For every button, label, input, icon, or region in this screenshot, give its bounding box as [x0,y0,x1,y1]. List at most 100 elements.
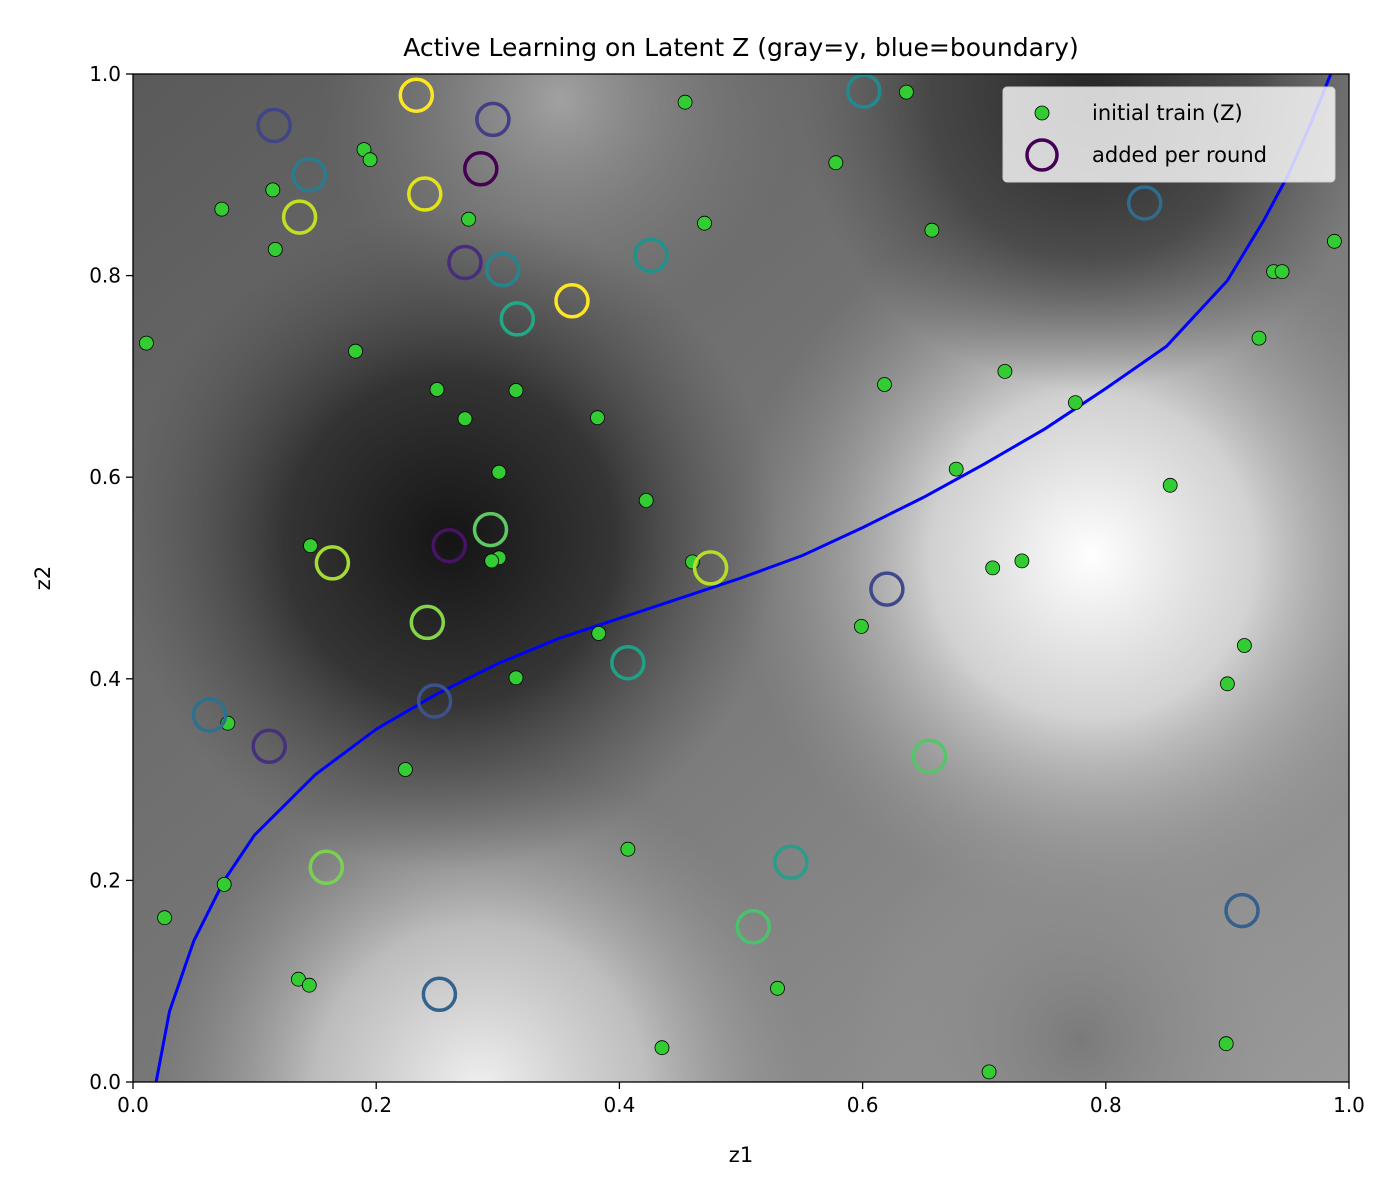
initial-train-point [1237,638,1252,653]
added-point [463,151,499,187]
added-point [610,644,646,681]
initial-train-point [265,182,281,198]
x-tick-label: 0.6 [847,1093,879,1117]
legend-initial-marker [1034,105,1050,121]
added-point [256,107,292,144]
added-point [398,77,435,113]
initial-train-point [770,980,785,996]
added-point [407,176,443,212]
y-axis-label: z2 [31,566,55,590]
x-tick-label: 0.0 [117,1093,149,1117]
legend-added-marker [1025,138,1059,172]
added-point [633,237,669,274]
y-tick-label: 0.4 [89,667,121,691]
added-point [773,844,809,881]
added-point [447,244,483,281]
chart-title: Active Learning on Latent Z (gray=y, blu… [403,33,1078,62]
initial-train-point [1251,330,1267,346]
initial-train-point [899,84,914,100]
added-point [409,604,446,641]
boundary-curve [154,74,1333,1082]
initial-train-point [1162,477,1178,493]
added-point [484,251,521,288]
initial-train-point [638,492,654,508]
initial-train-point [997,363,1013,379]
initial-train-point [214,201,230,217]
added-point [1126,185,1163,221]
x-tick-label: 0.8 [1090,1093,1122,1117]
added-point [314,545,351,581]
axes-frame [132,73,1350,1083]
y-tick-label: 0.2 [89,868,121,892]
initial-train-point [267,241,283,257]
initial-train-point [620,841,636,857]
added-point [421,976,458,1013]
initial-train-point [138,335,154,351]
legend: initial train (Z) added per round [1002,86,1336,183]
initial-train-point [157,910,173,926]
added-point [554,283,590,319]
added-point [869,571,905,607]
initial-train-point [301,977,317,993]
initial-train-point [854,619,869,634]
legend-initial-label: initial train (Z) [1092,101,1243,125]
legend-box [1002,86,1336,183]
initial-train-point [508,383,524,398]
added-point [692,550,729,586]
added-point [416,683,453,719]
initial-train-point [457,411,473,427]
initial-train-point [461,211,477,227]
initial-train-point [924,222,940,238]
added-point [499,301,536,337]
initial-train-point [877,377,892,392]
initial-train-point [590,410,605,426]
y-tick-label: 0.0 [89,1070,121,1094]
initial-train-point [348,343,363,359]
initial-train-point [508,670,524,686]
initial-train-point [828,155,844,171]
initial-train-point [1068,395,1083,411]
y-tick-label: 0.8 [89,264,121,288]
initial-train-point [697,215,712,231]
initial-train-point [985,560,1001,576]
initial-train-point [484,553,500,569]
added-point [475,101,511,138]
initial-train-point [591,626,607,641]
added-point [1224,892,1260,929]
initial-train-point [216,877,232,892]
initial-train-point [1014,553,1030,569]
x-axis-label: z1 [729,1143,753,1167]
initial-train-point [362,152,378,168]
initial-train-point [1220,676,1235,692]
added-point [472,511,509,548]
added-point [251,728,287,765]
initial-train-point [1274,264,1290,280]
x-tick-label: 0.4 [603,1093,635,1117]
added-point [846,73,882,109]
initial-train-point [981,1064,997,1080]
y-axis-ticks: 0.0 0.2 0.4 0.6 0.8 1.0 [89,62,133,1094]
added-point [431,527,467,564]
legend-added-label: added per round [1092,143,1267,167]
x-axis-ticks: 0.0 0.2 0.4 0.6 0.8 1.0 [117,1082,1365,1117]
initial-train-point [1218,1036,1234,1052]
initial-train-point [429,382,445,397]
added-point [308,849,345,886]
initial-train-points [138,84,1342,1080]
initial-train-point [948,461,964,477]
initial-train-point [677,94,693,110]
initial-train-point [1327,233,1342,249]
x-tick-label: 1.0 [1333,1093,1365,1117]
y-tick-label: 1.0 [89,62,121,86]
added-point [191,697,228,733]
initial-train-point [397,762,413,777]
added-point [911,738,948,775]
initial-train-point [303,538,318,554]
x-tick-label: 0.2 [360,1093,392,1117]
initial-train-point [654,1040,670,1056]
initial-train-point [491,464,507,480]
added-point [281,199,318,235]
y-tick-label: 0.6 [89,465,121,489]
added-point [735,909,771,945]
